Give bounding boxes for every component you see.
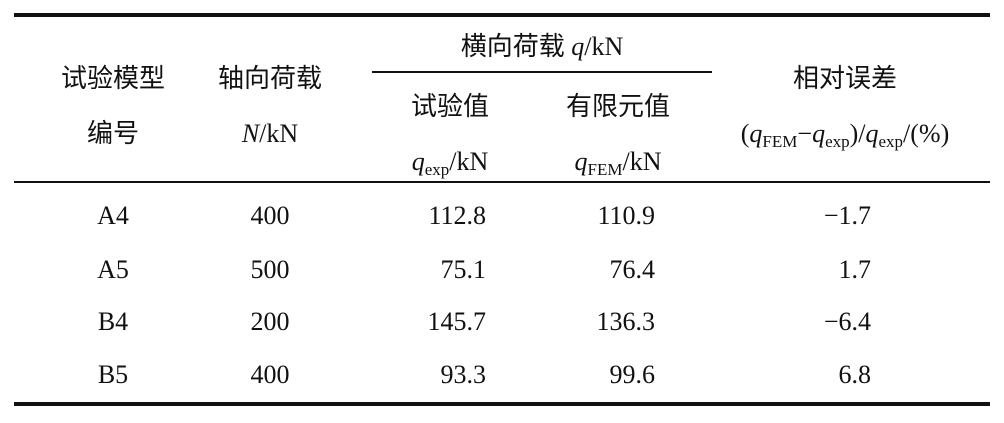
- header-exp-unit: qexp/kN: [411, 147, 489, 179]
- top-rule: [14, 13, 990, 17]
- header-axial-unit: N/kN: [241, 119, 299, 148]
- header-fem-unit: qFEM/kN: [574, 147, 662, 179]
- header-model-line2: 编号: [86, 119, 140, 148]
- cell-fem: 136.3: [596, 307, 656, 336]
- cell-fem: 99.6: [609, 360, 656, 389]
- header-lateral-load: 横向荷载 q/kN: [460, 32, 624, 61]
- cell-model: A4: [97, 201, 129, 230]
- bottom-rule: [14, 402, 990, 406]
- cell-exp: 145.7: [427, 307, 487, 336]
- cell-axial: 400: [250, 360, 290, 389]
- cell-exp: 93.3: [440, 360, 487, 389]
- cell-fem: 76.4: [609, 255, 656, 284]
- cell-axial: 200: [250, 307, 290, 336]
- header-fem-label: 有限元值: [565, 92, 671, 121]
- cell-exp: 75.1: [440, 255, 487, 284]
- header-error-label: 相对误差: [792, 64, 898, 93]
- cell-err: 6.8: [838, 360, 872, 389]
- header-error-formula: (qFEM−qexp)/qexp/(%): [740, 119, 950, 151]
- header-axial-line1: 轴向荷载: [217, 64, 323, 93]
- cell-axial: 500: [250, 255, 290, 284]
- header-rule: [14, 181, 990, 183]
- cell-model: A5: [97, 255, 129, 284]
- cell-exp: 112.8: [428, 201, 486, 230]
- group-rule: [372, 71, 712, 73]
- cell-err: 1.7: [838, 255, 872, 284]
- cell-model: B5: [97, 360, 129, 389]
- header-exp-label: 试验值: [410, 92, 490, 121]
- cell-err: −6.4: [823, 307, 871, 336]
- cell-fem: 110.9: [597, 201, 655, 230]
- cell-axial: 400: [250, 201, 290, 230]
- cell-err: −1.7: [823, 201, 871, 230]
- header-model-line1: 试验模型: [60, 64, 166, 93]
- cell-model: B4: [97, 307, 129, 336]
